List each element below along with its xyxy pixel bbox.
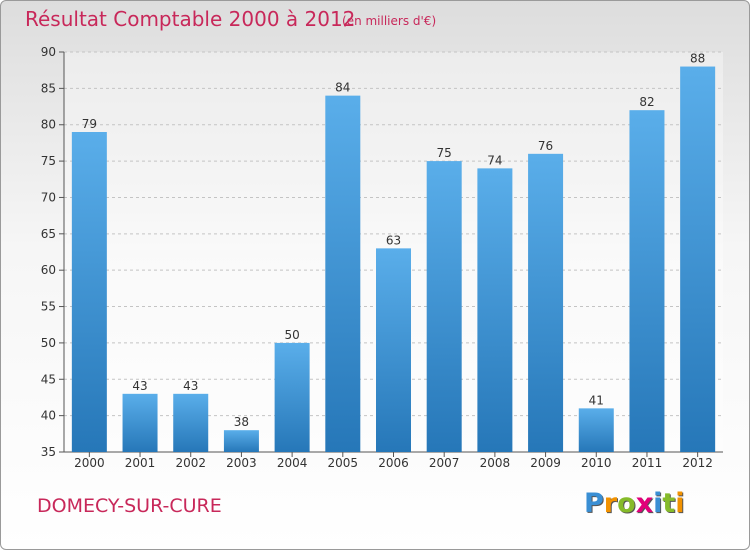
logo-letter: o bbox=[617, 488, 636, 519]
y-tick-label: 90 bbox=[41, 45, 56, 59]
x-tick-label: 2006 bbox=[378, 456, 409, 470]
y-tick-label: 45 bbox=[41, 372, 56, 386]
x-tick-label: 2000 bbox=[74, 456, 105, 470]
bar bbox=[173, 393, 209, 452]
bar bbox=[426, 161, 462, 452]
data-label: 43 bbox=[183, 379, 198, 393]
y-tick-label: 60 bbox=[41, 263, 56, 277]
logo-letter: t bbox=[662, 488, 676, 519]
y-tick-label: 75 bbox=[41, 154, 56, 168]
x-tick-label: 2003 bbox=[226, 456, 257, 470]
bar bbox=[376, 248, 411, 452]
bar bbox=[528, 153, 564, 452]
x-tick-label: 2004 bbox=[277, 456, 308, 470]
data-label: 41 bbox=[589, 393, 604, 407]
data-label: 43 bbox=[132, 379, 147, 393]
y-tick-label: 55 bbox=[41, 300, 56, 314]
chart-subtitle: (en milliers d'€) bbox=[342, 14, 437, 28]
y-tick-label: 40 bbox=[41, 409, 56, 423]
logo-letter: x bbox=[635, 488, 654, 519]
y-tick-label: 80 bbox=[41, 118, 56, 132]
data-label: 63 bbox=[386, 233, 401, 247]
y-tick-label: 35 bbox=[41, 445, 56, 459]
data-label: 50 bbox=[284, 328, 299, 342]
bar bbox=[477, 168, 513, 452]
chart-title: Résultat Comptable 2000 à 2012 bbox=[25, 7, 356, 31]
data-label: 82 bbox=[639, 95, 654, 109]
x-tick-label: 2007 bbox=[429, 456, 460, 470]
data-label: 79 bbox=[82, 117, 97, 131]
logo-letter: i bbox=[653, 488, 663, 519]
data-label: 38 bbox=[234, 415, 249, 429]
x-tick-label: 2002 bbox=[175, 456, 206, 470]
x-tick-label: 2001 bbox=[125, 456, 156, 470]
bar bbox=[325, 95, 361, 453]
data-label: 88 bbox=[690, 52, 705, 66]
bar bbox=[122, 393, 158, 452]
bar bbox=[223, 430, 259, 452]
bar bbox=[629, 110, 665, 452]
y-tick-label: 50 bbox=[41, 336, 56, 350]
x-tick-label: 2012 bbox=[682, 456, 713, 470]
x-tick-label: 2008 bbox=[480, 456, 511, 470]
bar bbox=[71, 132, 107, 452]
logo-letter: i bbox=[675, 488, 685, 519]
data-label: 76 bbox=[538, 139, 553, 153]
x-tick-label: 2005 bbox=[328, 456, 359, 470]
x-tick-label: 2010 bbox=[581, 456, 612, 470]
data-label: 84 bbox=[335, 81, 350, 95]
logo-letter: r bbox=[603, 488, 618, 519]
x-tick-label: 2011 bbox=[632, 456, 663, 470]
logo-letter: P bbox=[584, 488, 604, 519]
x-tick-label: 2009 bbox=[530, 456, 561, 470]
proxiti-logo: Proxiti bbox=[584, 488, 685, 519]
data-label: 75 bbox=[437, 146, 452, 160]
commune-name: DOMECY-SUR-CURE bbox=[37, 495, 222, 517]
bar bbox=[578, 408, 614, 452]
y-tick-label: 65 bbox=[41, 227, 56, 241]
bar bbox=[680, 66, 716, 452]
bar bbox=[274, 342, 310, 452]
data-label: 74 bbox=[487, 153, 502, 167]
y-tick-label: 85 bbox=[41, 81, 56, 95]
y-tick-label: 70 bbox=[41, 190, 56, 204]
